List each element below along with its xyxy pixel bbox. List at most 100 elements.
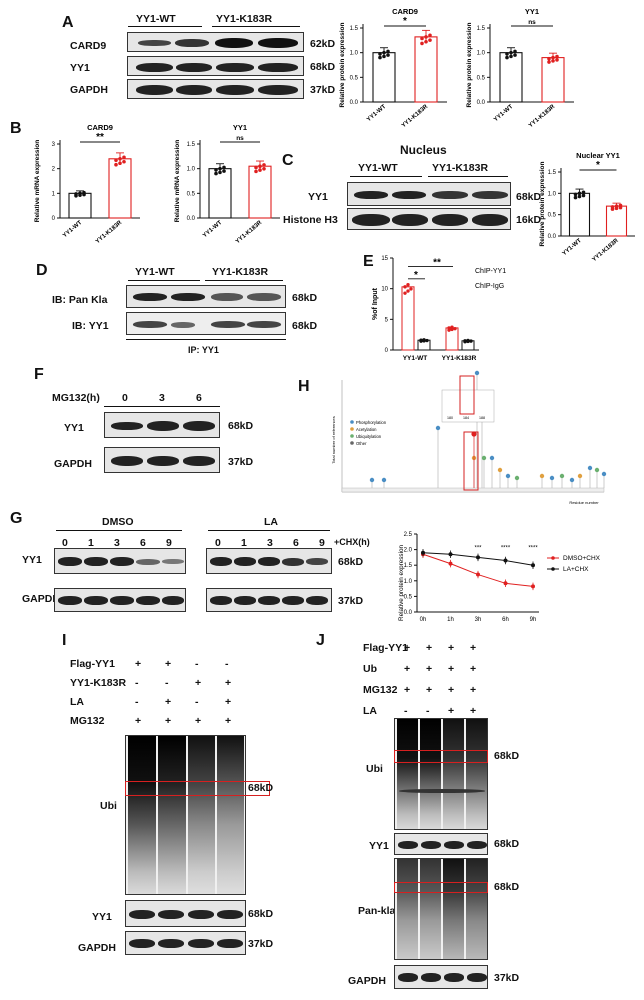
data-point	[610, 205, 615, 209]
g-la-t9: 9	[319, 537, 325, 549]
i-cond-value: -	[165, 677, 169, 689]
x-tick-label: 0h	[420, 617, 427, 623]
chart-b-card9: CARD9 0 1 2 3 Relative mRNA expression YY1-WT Y…	[34, 123, 140, 245]
i-blot-gapdh	[125, 931, 246, 955]
x-tick-label: YY1-K183R	[442, 355, 477, 362]
g-la-t3: 3	[267, 537, 273, 549]
g-la-t6: 6	[293, 537, 299, 549]
d-footer: IP: YY1	[188, 345, 219, 355]
y-tick-label: 0.0	[548, 234, 557, 240]
data-point	[422, 338, 426, 342]
bar-yy1-k183r	[414, 36, 438, 103]
y-tick-label: 1.5	[548, 170, 557, 176]
data-point	[218, 166, 222, 171]
i-cond-value: +	[225, 696, 232, 708]
i-cond-value: +	[195, 715, 202, 727]
j-blot-pankla	[394, 858, 488, 960]
data-point	[555, 54, 559, 59]
data-point	[258, 164, 262, 168]
g-chx: +CHX(h)	[334, 537, 370, 547]
y-tick-label: 3	[52, 142, 56, 148]
c-row-yy1: YY1	[308, 191, 328, 203]
data-point	[262, 163, 266, 167]
series-point	[476, 555, 480, 560]
data-point	[78, 191, 82, 196]
a-group-wt: YY1-WT	[136, 13, 176, 25]
d-kd-pankla: 68kD	[292, 292, 318, 304]
c-kd-yy1: 68kD	[516, 191, 542, 203]
y-tick-label: 1.0	[404, 579, 413, 585]
j-cond-value: +	[448, 642, 455, 654]
i-cond-value: +	[135, 658, 142, 670]
data-point	[453, 326, 457, 331]
x-tick-label: 9h	[530, 617, 537, 623]
y-axis-label: Relative mRNA expression	[174, 140, 181, 223]
bar-yy1-wt	[499, 52, 523, 103]
x-tick-label: YY1-WT	[562, 238, 583, 257]
legend-dmso: DMSO+CHX	[563, 555, 601, 562]
bar-yy1-wt	[68, 192, 92, 219]
d-row-pankla: IB: Pan Kla	[52, 294, 108, 306]
chart-b-yy1: YY1 0.0 0.5 1.0 1.5 Relative mRNA expression Y…	[174, 123, 280, 245]
y-tick-label: 1.5	[187, 142, 196, 148]
data-point	[513, 53, 517, 57]
y-tick-label: 0.0	[187, 216, 196, 222]
data-point	[618, 203, 623, 208]
series-point	[531, 584, 535, 589]
c-kd-histone: 16kD	[516, 214, 542, 226]
data-point	[505, 52, 509, 56]
lollipop-head	[594, 467, 600, 473]
legend-acetylation: Acetylation	[356, 427, 377, 432]
d-blot-pankla	[126, 285, 286, 308]
y-axis-label: Relative protein expression	[539, 162, 546, 247]
j-cond-value: +	[470, 642, 477, 654]
data-point	[403, 291, 407, 295]
data-point	[509, 54, 513, 59]
data-point	[409, 287, 413, 291]
j-cond-value: +	[404, 684, 411, 696]
data-point	[406, 289, 410, 293]
data-point	[555, 58, 559, 62]
y-tick-label: 1.0	[187, 167, 196, 173]
y-tick-label: 5	[385, 317, 389, 323]
y-tick-label: 0.5	[477, 75, 486, 81]
bar-chip-yy1	[401, 286, 415, 351]
data-point	[382, 50, 386, 55]
j-kd-pankla: 68kD	[494, 881, 520, 893]
data-point	[547, 60, 551, 64]
data-point	[74, 192, 78, 196]
legend-swatch	[350, 434, 354, 438]
lollipop-head	[587, 465, 593, 471]
i-cond-yy1-k183r: YY1-K183R	[70, 677, 127, 689]
g-la-t1: 1	[241, 537, 247, 549]
a-blot-yy1	[127, 56, 304, 76]
data-point	[262, 166, 266, 171]
g-dmso-t1: 1	[88, 537, 94, 549]
y-axis-label: Relative protein expression	[398, 545, 405, 621]
data-point	[114, 162, 118, 167]
legend-swatch	[551, 567, 555, 571]
y-axis-label: Total number of references	[331, 416, 336, 464]
data-point	[547, 56, 551, 61]
g-group-dmso: DMSO	[102, 516, 134, 528]
bar-yy1-k183r	[108, 158, 132, 219]
panel-label-f: F	[34, 366, 44, 383]
f-time-6: 6	[196, 392, 202, 404]
j-cond-value: +	[426, 684, 433, 696]
bar-yy1-wt	[208, 168, 232, 219]
significance-label: ns	[236, 135, 244, 142]
data-point	[118, 161, 122, 166]
significance-label: **	[96, 132, 104, 143]
j-row-yy1: YY1	[369, 840, 389, 852]
lollipop-head-k183	[471, 431, 477, 437]
bar-yy1-k183r	[605, 205, 628, 237]
data-point	[378, 52, 382, 56]
chart-title: CARD9	[87, 123, 113, 132]
j-cond-value: +	[470, 705, 477, 717]
a-blot-gapdh	[127, 79, 304, 99]
data-point	[122, 159, 126, 164]
highlight-box	[463, 431, 479, 491]
a-group-k183r: YY1-K183R	[216, 13, 273, 25]
j-blot-ubi	[394, 718, 488, 830]
